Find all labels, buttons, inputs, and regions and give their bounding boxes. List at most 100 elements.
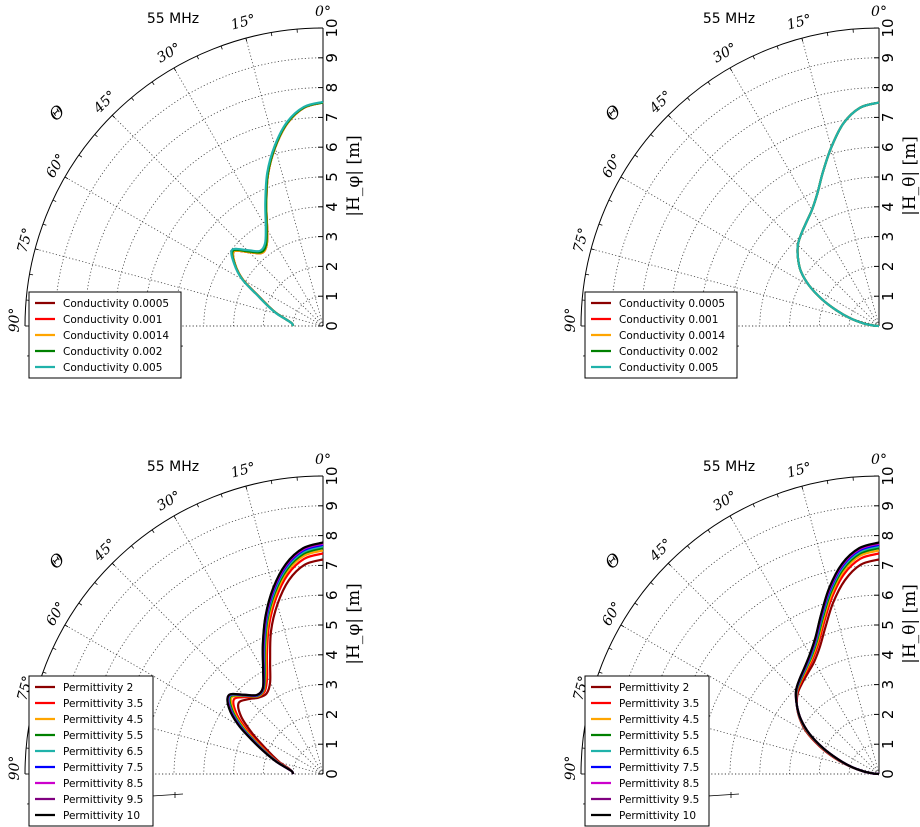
grid-spoke bbox=[245, 486, 324, 775]
grid-spoke bbox=[111, 114, 324, 327]
theta-minor-tick bbox=[801, 38, 804, 42]
theta-axis-label: Θ bbox=[45, 101, 69, 125]
grid-spoke bbox=[801, 486, 880, 775]
grid-spoke bbox=[620, 624, 880, 775]
legend-entry: Permittivity 5.5 bbox=[63, 730, 143, 742]
r-tick-label: 10 bbox=[323, 18, 341, 37]
grid-arc bbox=[610, 57, 880, 327]
grid-arc bbox=[819, 266, 880, 327]
theta-tick-label: 15° bbox=[229, 460, 257, 482]
theta-minor-tick bbox=[42, 223, 47, 226]
legend-entry: Conductivity 0.0005 bbox=[619, 298, 725, 310]
theta-minor-tick bbox=[585, 273, 590, 276]
grid-arc bbox=[263, 714, 324, 775]
series-line-6 bbox=[227, 543, 324, 775]
grid-spoke bbox=[729, 515, 880, 775]
legend-entry: Permittivity 4.5 bbox=[63, 714, 143, 726]
legend-entry: Permittivity 8.5 bbox=[63, 778, 143, 790]
grid-arc bbox=[54, 57, 324, 327]
r-tick-label: 3 bbox=[323, 232, 341, 242]
legend-entry: Permittivity 10 bbox=[63, 810, 140, 822]
r-tick-label: 2 bbox=[879, 710, 897, 720]
theta-minor-tick bbox=[131, 545, 135, 549]
theta-minor-tick bbox=[634, 602, 639, 606]
theta-minor-tick bbox=[94, 582, 98, 586]
r-tick-label: 4 bbox=[323, 202, 341, 212]
theta-minor-tick bbox=[52, 199, 57, 202]
theta-minor-tick bbox=[78, 602, 83, 606]
grid-spoke bbox=[667, 114, 880, 327]
r-tick-label: 0 bbox=[879, 769, 897, 779]
theta-minor-tick bbox=[111, 114, 116, 119]
grid-arc bbox=[292, 295, 324, 327]
legend: Conductivity 0.0005 Conductivity 0.001 Con… bbox=[584, 291, 738, 379]
legend-entry: Permittivity 2 bbox=[619, 682, 689, 694]
r-tick-label: 5 bbox=[323, 172, 341, 182]
theta-tick-label: 0° bbox=[315, 452, 331, 468]
grid-arc bbox=[789, 684, 880, 775]
grid-spoke bbox=[173, 67, 324, 327]
theta-minor-tick bbox=[78, 154, 83, 158]
theta-minor-tick bbox=[270, 480, 273, 485]
theta-tick-label: 0° bbox=[871, 452, 887, 468]
r-tick-label: 9 bbox=[323, 501, 341, 511]
series-line-5 bbox=[796, 101, 880, 328]
theta-minor-tick bbox=[245, 486, 248, 490]
r-tick-label: 7 bbox=[323, 113, 341, 123]
theta-minor-tick bbox=[608, 647, 613, 650]
grid-spoke bbox=[591, 248, 880, 327]
grid-spoke bbox=[35, 248, 324, 327]
grid-arc bbox=[54, 505, 324, 775]
series-line-1 bbox=[237, 558, 324, 775]
legend: Permittivity 2 Permittivity 3.5 Permittivi… bbox=[28, 675, 154, 827]
legend-entry: Conductivity 0.0014 bbox=[63, 330, 169, 342]
grid-arc bbox=[848, 743, 880, 775]
grid-spoke bbox=[620, 176, 880, 327]
theta-minor-tick bbox=[35, 248, 39, 251]
theta-tick-label: 90° bbox=[7, 308, 23, 333]
theta-minor-tick bbox=[245, 38, 248, 42]
legend-entry: Permittivity 10 bbox=[619, 810, 696, 822]
legend-entry: Permittivity 8.5 bbox=[619, 778, 699, 790]
r-tick-label: 1 bbox=[879, 739, 897, 749]
grid-arc bbox=[610, 505, 880, 775]
chart-title: 55 MHz bbox=[147, 459, 199, 475]
theta-minor-tick bbox=[29, 273, 34, 276]
theta-minor-tick bbox=[707, 529, 711, 534]
legend-entry: Conductivity 0.0005 bbox=[63, 298, 169, 310]
legend: Permittivity 2 Permittivity 3.5 Permittivi… bbox=[584, 675, 710, 827]
theta-minor-tick bbox=[687, 545, 691, 549]
grid-spoke bbox=[729, 67, 880, 327]
theta-minor-tick bbox=[650, 134, 654, 138]
grid-spoke bbox=[667, 562, 880, 775]
r-tick-label: 2 bbox=[879, 262, 897, 272]
r-tick-label: 2 bbox=[323, 262, 341, 272]
theta-tick-label: 90° bbox=[563, 308, 579, 333]
r-tick-label: 9 bbox=[879, 53, 897, 63]
grid-arc bbox=[699, 146, 880, 327]
r-tick-label: 5 bbox=[879, 172, 897, 182]
r-tick-label: 7 bbox=[323, 561, 341, 571]
r-tick-label: 0 bbox=[879, 321, 897, 331]
legend-entry: Permittivity 4.5 bbox=[619, 714, 699, 726]
r-tick-label: 2 bbox=[323, 710, 341, 720]
theta-minor-tick bbox=[94, 134, 98, 138]
series-line-9 bbox=[226, 541, 324, 775]
theta-tick-label: 15° bbox=[785, 12, 813, 34]
r-tick-label: 7 bbox=[879, 561, 897, 571]
series-line-7 bbox=[226, 542, 324, 775]
grid-arc bbox=[292, 743, 324, 775]
grid-spoke bbox=[245, 38, 324, 327]
legend-entry: Permittivity 5.5 bbox=[619, 730, 699, 742]
y-axis-label: |H_θ| [m] bbox=[900, 584, 920, 664]
grid-arc bbox=[143, 594, 324, 775]
r-tick-label: 6 bbox=[879, 142, 897, 152]
theta-minor-tick bbox=[729, 515, 733, 520]
r-tick-label: 1 bbox=[323, 739, 341, 749]
theta-axis-label: Θ bbox=[45, 549, 69, 573]
r-tick-label: 0 bbox=[323, 321, 341, 331]
r-tick-label: 1 bbox=[879, 291, 897, 301]
